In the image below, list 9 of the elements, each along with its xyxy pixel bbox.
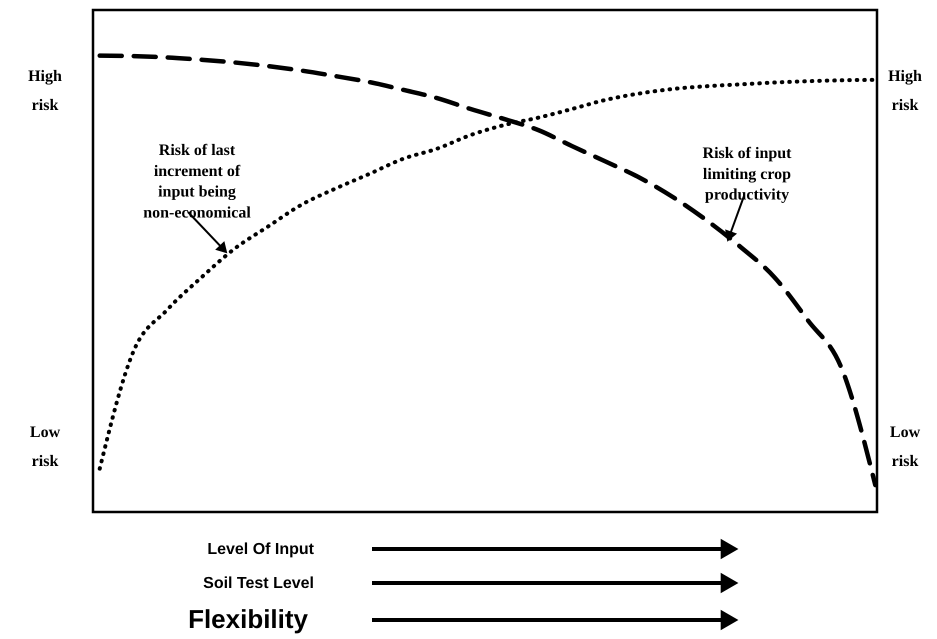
annotation: Risk of input limiting crop productivity bbox=[702, 145, 792, 204]
text: High risk bbox=[888, 68, 922, 114]
text: Low risk bbox=[30, 424, 61, 470]
text: Soil Test Level bbox=[203, 575, 314, 592]
text: Low risk bbox=[890, 424, 921, 470]
annotation: Risk of last increment of input being non-economical bbox=[143, 142, 252, 222]
text: Flexibility bbox=[188, 604, 309, 634]
text: Level Of Input bbox=[207, 541, 315, 558]
text: High risk bbox=[28, 68, 62, 114]
